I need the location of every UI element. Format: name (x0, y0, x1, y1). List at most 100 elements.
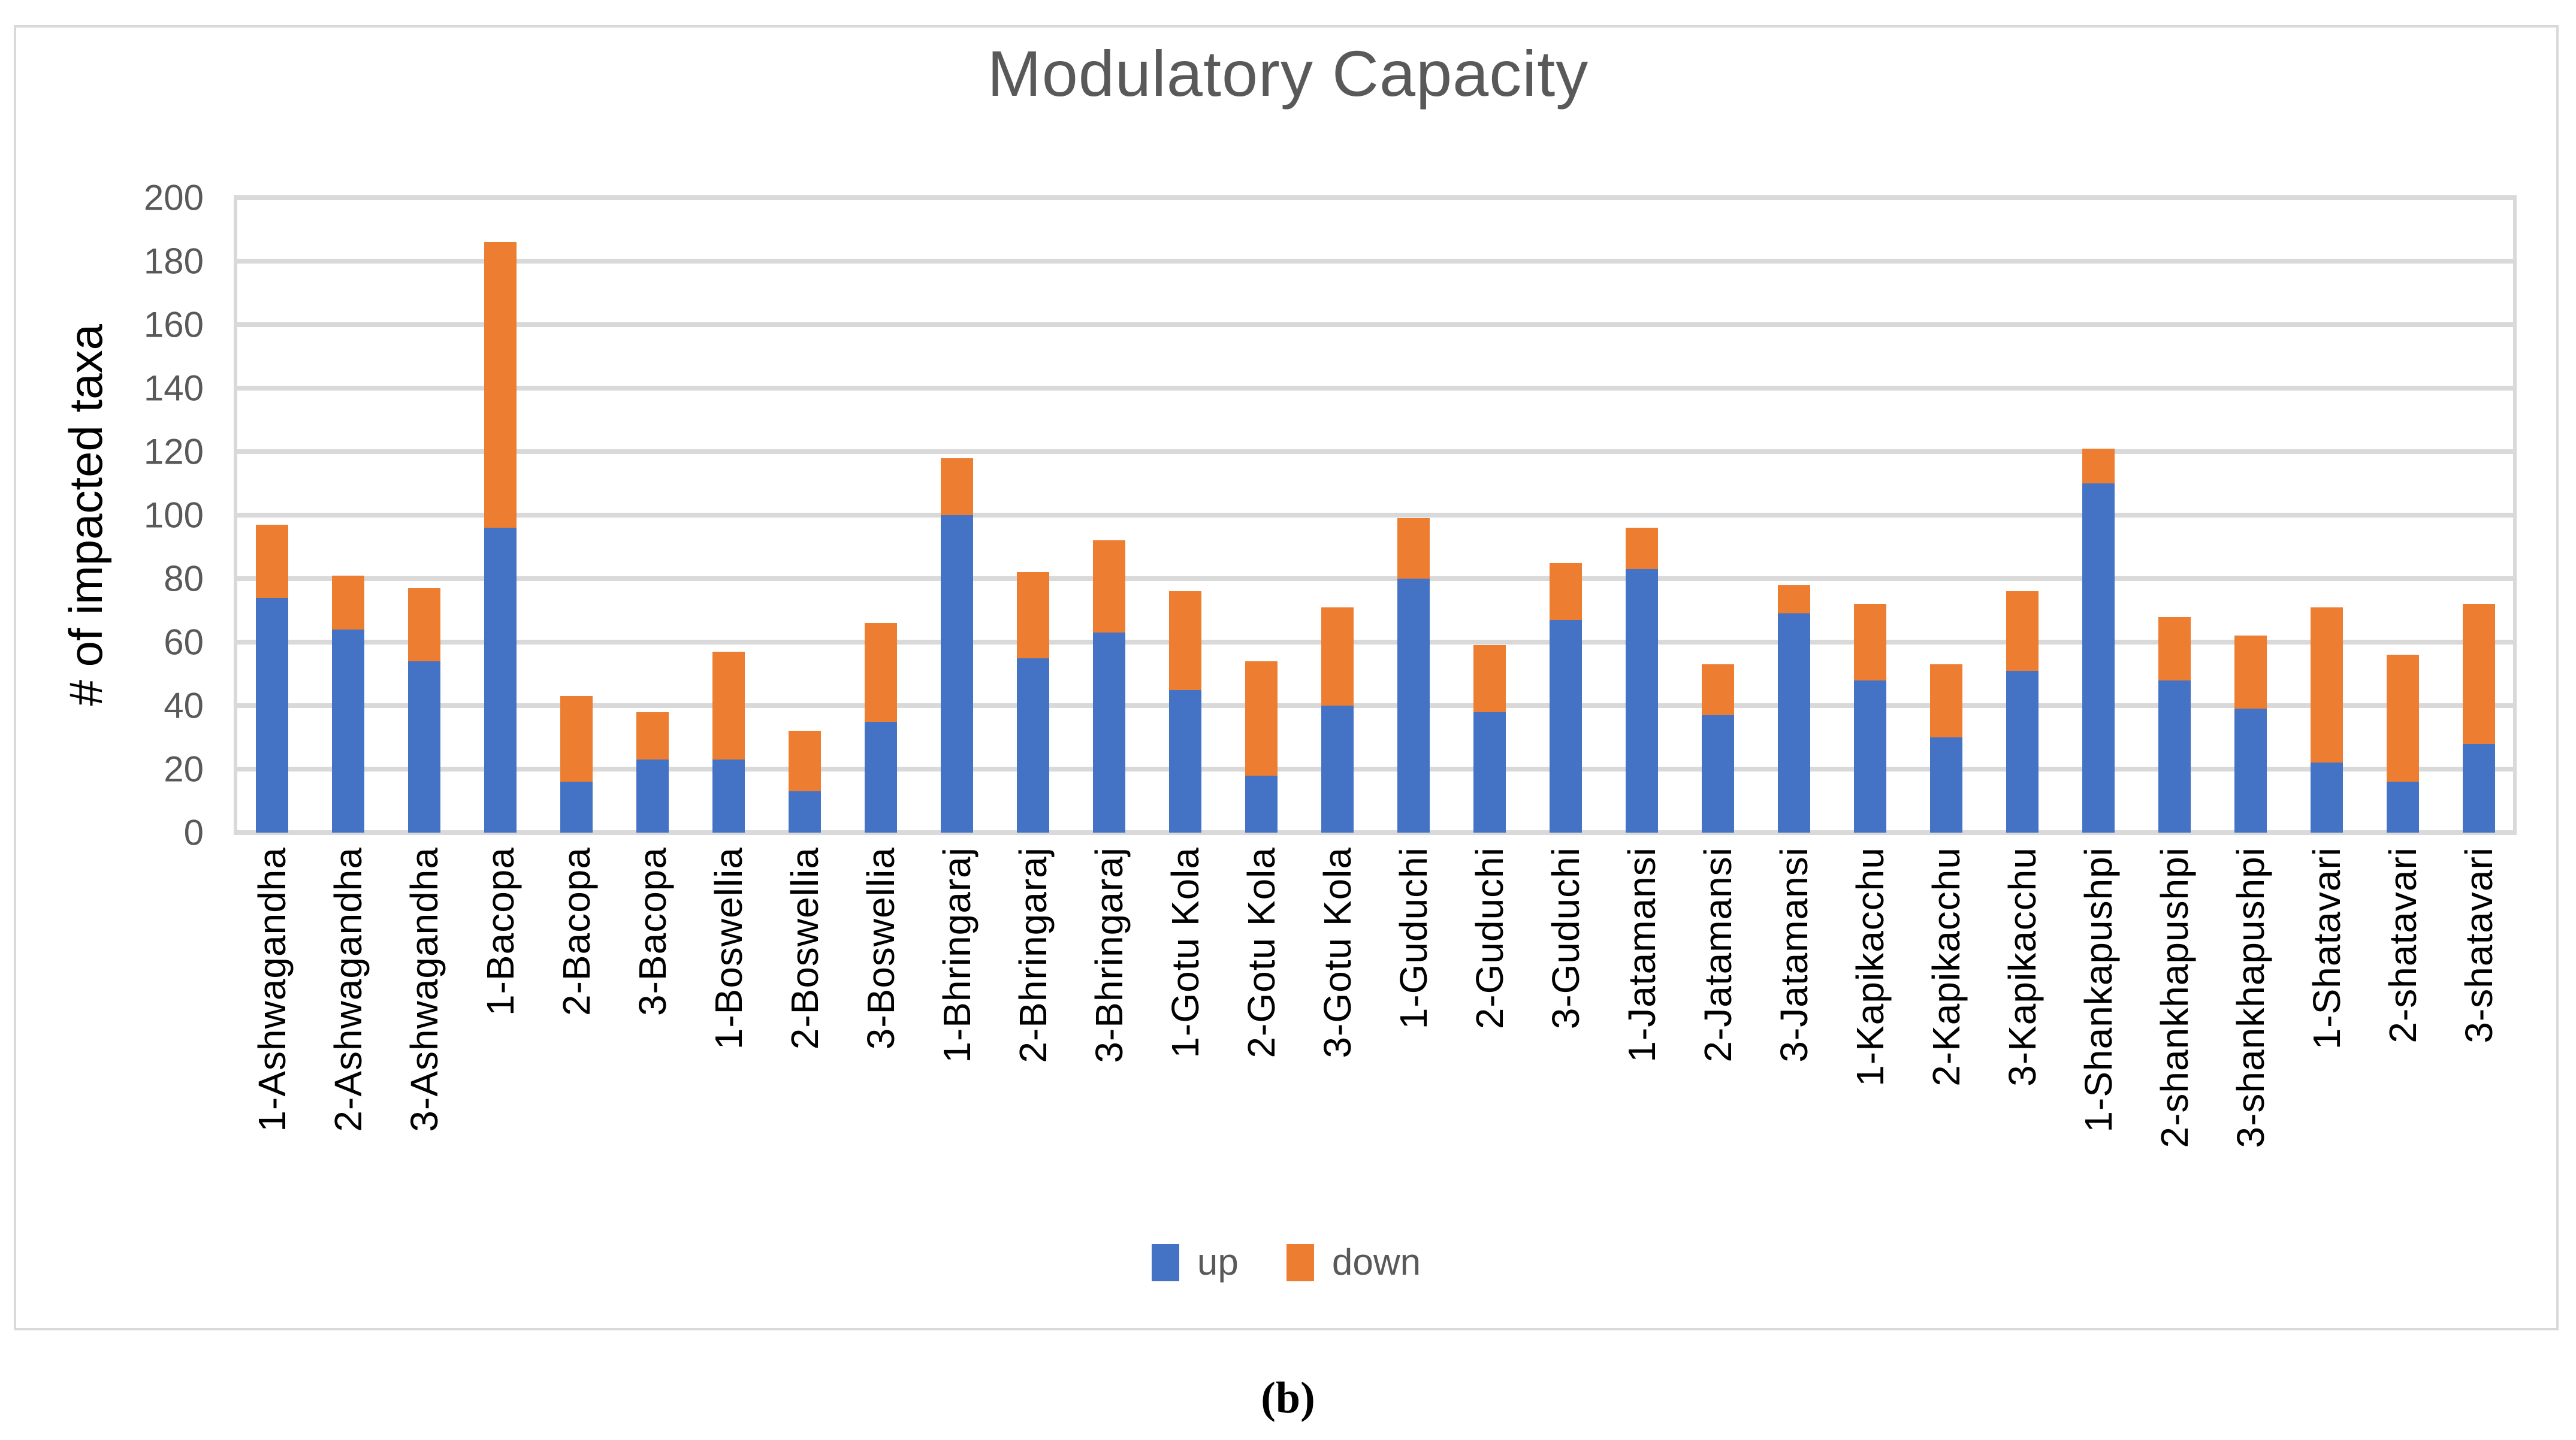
x-axis-label-slot: 2-Jatamansi (1680, 847, 1756, 1254)
bar-segment-up (2310, 763, 2343, 833)
bar-column (1223, 198, 1299, 833)
bar-column (1299, 198, 1375, 833)
bar-segment-up (788, 791, 821, 833)
bar-segment-down (940, 458, 973, 515)
x-axis-label-slot: 1-Shatavari (2288, 847, 2364, 1254)
bar-segment-up (636, 760, 669, 833)
bar-segment-down (1853, 604, 1886, 680)
bar-segment-up (1701, 715, 1734, 833)
gridline (234, 513, 2517, 518)
x-axis-label-slot: 2-Bhringaraj (995, 847, 1071, 1254)
bar-segment-up (1473, 712, 1506, 833)
chart-title: Modulatory Capacity (987, 37, 1589, 110)
bar-segment-down (560, 696, 593, 782)
x-axis-label-slot: 3-Ashwagandha (386, 847, 462, 1254)
x-axis-label: 1-Shankapushpi (2076, 847, 2120, 1133)
bar-segment-up (1777, 613, 1810, 833)
legend-item-down: down (1286, 1241, 1421, 1284)
x-axis-label: 2-Ashwagandha (326, 847, 370, 1132)
bar-column (1527, 198, 1603, 833)
bar-column (1147, 198, 1223, 833)
x-axis-label: 3-Bhringaraj (1087, 847, 1131, 1063)
bar-segment-down (1321, 607, 1354, 706)
bar-column (234, 198, 310, 833)
y-axis-tick-label: 0 (183, 812, 204, 853)
x-axis-label: 3-Bacopa (630, 847, 674, 1016)
bar-segment-up (1625, 569, 1658, 833)
y-axis-line (234, 198, 237, 835)
bar-segment-down (1168, 591, 1201, 690)
x-axis-label-slot: 3-Bhringaraj (1071, 847, 1147, 1254)
bar-column (386, 198, 462, 833)
x-axis-label-slot: 1-Jatamansi (1603, 847, 1680, 1254)
x-axis-label: 3-Guduchi (1544, 847, 1587, 1030)
y-axis-tick-label: 100 (143, 495, 204, 536)
bar-segment-up (407, 661, 440, 833)
x-axis-label: 1-Guduchi (1391, 847, 1435, 1030)
bar-column (1756, 198, 1832, 833)
legend-swatch-down-icon (1286, 1244, 1314, 1281)
bar-segment-down (331, 575, 364, 630)
x-axis-label-slot: 1-Guduchi (1375, 847, 1451, 1254)
x-axis-label: 2-Jatamansi (1696, 847, 1740, 1063)
bar-column (538, 198, 614, 833)
gridline (234, 576, 2517, 581)
bar-column (2060, 198, 2136, 833)
x-axis-label-slot: 3-Gotu Kola (1299, 847, 1375, 1254)
bar-segment-down (2234, 636, 2267, 709)
bar-segment-down (255, 524, 288, 598)
bar-segment-up (1549, 619, 1582, 833)
x-axis-label-slot: 3-Guduchi (1527, 847, 1603, 1254)
bar-segment-down (407, 588, 440, 661)
x-axis-label: 1-Ashwagandha (250, 847, 294, 1132)
x-axis-label: 1-Boswellia (706, 847, 750, 1050)
x-axis-label-slot: 3-Jatamansi (1756, 847, 1832, 1254)
bar-segment-down (484, 242, 517, 528)
bar-column (1908, 198, 1984, 833)
bar-segment-down (2082, 448, 2115, 483)
bar-segment-down (2158, 616, 2191, 680)
x-axis-label-slot: 3-shankhapushpi (2212, 847, 2288, 1254)
bar-segment-down (1625, 528, 1658, 570)
bar-segment-up (1016, 658, 1049, 833)
x-axis-label: 2-Kapikacchu (1924, 847, 1968, 1087)
legend-swatch-up-icon (1151, 1244, 1179, 1281)
x-axis-label-slot: 2-Ashwagandha (310, 847, 386, 1254)
bar-segment-up (1168, 689, 1201, 833)
bar-column (766, 198, 842, 833)
bar-column (2288, 198, 2364, 833)
legend-item-up: up (1151, 1241, 1239, 1284)
bar-segment-up (940, 515, 973, 833)
bar-segment-down (1016, 572, 1049, 658)
x-axis-label-slot: 1-Bacopa (462, 847, 538, 1254)
bar-segment-up (712, 760, 745, 833)
bar-segment-down (864, 623, 897, 722)
y-axis-tick-label: 80 (164, 558, 204, 599)
bar-segment-down (2006, 591, 2039, 671)
y-axis-tick-label: 180 (143, 241, 204, 282)
bar-segment-up (255, 597, 288, 833)
x-axis-label: 3-Ashwagandha (402, 847, 446, 1132)
bar-column (2212, 198, 2288, 833)
bar-column (1984, 198, 2060, 833)
bar-segment-up (560, 782, 593, 833)
y-axis-tick-label: 120 (143, 431, 204, 472)
x-axis-label: 2-Bacopa (554, 847, 598, 1016)
x-axis-label: 3-Jatamansi (1772, 847, 1816, 1063)
x-axis-label: 2-Bhringaraj (1011, 847, 1055, 1063)
x-axis-label: 3-Gotu Kola (1315, 847, 1359, 1058)
x-axis-label-slot: 2-shatavari (2364, 847, 2441, 1254)
bar-segment-down (636, 712, 669, 760)
bar-column (842, 198, 919, 833)
plot-area (234, 195, 2517, 835)
bar-segment-up (1245, 775, 1278, 833)
x-axis-label: 2-Gotu Kola (1239, 847, 1283, 1058)
bar-segment-down (1777, 585, 1810, 614)
x-axis-label-slot: 2-Bacopa (538, 847, 614, 1254)
bars-layer (234, 198, 2517, 833)
gridline (234, 322, 2517, 327)
x-axis-label: 3-Boswellia (859, 847, 902, 1050)
y-axis-tick-label: 60 (164, 622, 204, 662)
x-axis-label: 1-Jatamansi (1620, 847, 1663, 1063)
bar-column (2136, 198, 2212, 833)
